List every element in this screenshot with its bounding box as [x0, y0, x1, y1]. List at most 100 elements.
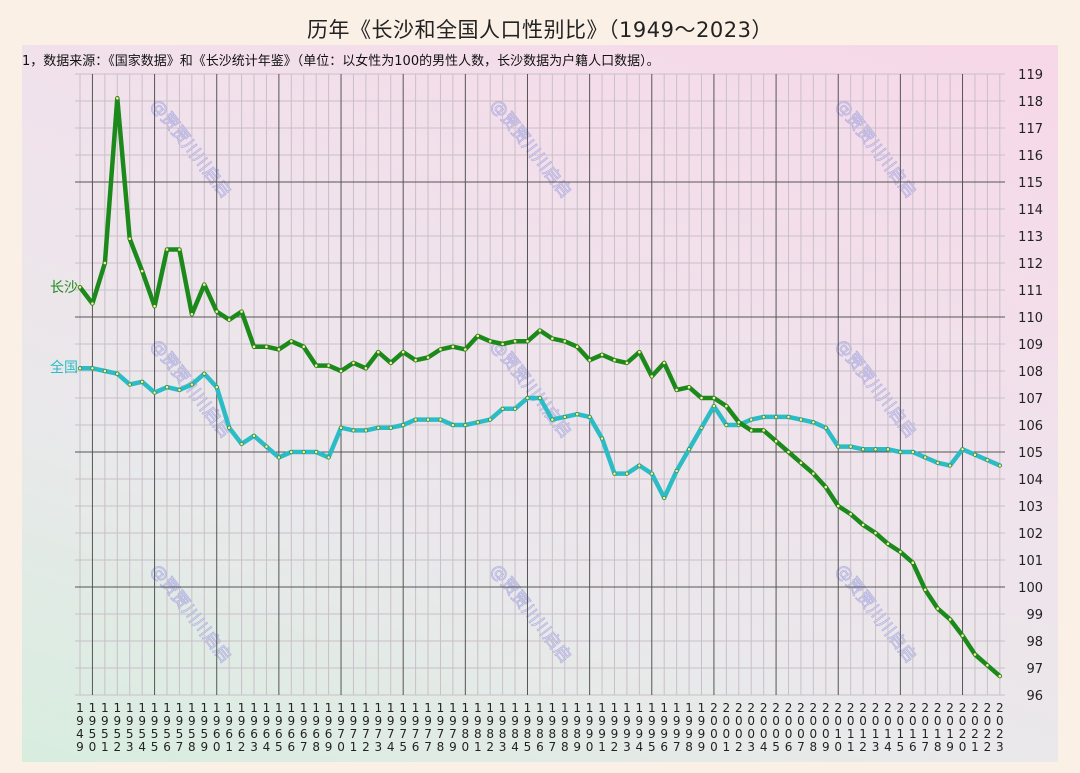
data-point: [301, 450, 306, 454]
data-point: [78, 366, 82, 371]
data-point: [326, 363, 331, 368]
y-axis-labels: 96 97 98 99 100 101 102 103 104 105 106 107 108 109 11…: [1018, 68, 1043, 704]
data-point: [848, 512, 853, 517]
watermark-layer: @贾贾川川启启 @贾贾川川启启 @贾贾川川启启@贾贾川川启启 @贾贾川川启启 @贾贾川川…: [146, 95, 921, 667]
data-point: [935, 460, 940, 465]
data-point: [550, 417, 555, 422]
data-point: [674, 387, 679, 392]
data-source-note: 1，数据来源：《国家数据》和《长沙统计年鉴》（单位：以女性为100的男性人数，长…: [22, 54, 660, 69]
data-point: [736, 420, 741, 425]
y-tick-label: 97: [1026, 662, 1043, 677]
data-point: [525, 396, 530, 400]
y-tick-label: 101: [1018, 554, 1043, 569]
data-point: [873, 447, 878, 452]
data-point: [687, 385, 691, 390]
data-point: [388, 360, 393, 365]
data-point: [314, 363, 319, 368]
data-point: [948, 463, 953, 468]
data-point: [289, 450, 294, 454]
data-point: [363, 428, 368, 433]
data-point: [662, 360, 667, 365]
data-point: [960, 447, 965, 452]
data-point: [438, 347, 443, 352]
data-point: [637, 350, 642, 355]
y-tick-label: 100: [1018, 581, 1043, 596]
data-point: [227, 317, 232, 322]
data-point: [724, 423, 729, 427]
data-point: [712, 396, 716, 400]
data-point: [600, 352, 604, 357]
series-label-national: 全国: [50, 360, 78, 376]
data-point: [413, 358, 418, 363]
data-point: [973, 452, 977, 457]
data-point: [202, 371, 207, 376]
data-point: [799, 460, 803, 465]
data-point: [115, 371, 120, 376]
data-point: [301, 344, 306, 349]
data-point: [102, 261, 107, 265]
data-point: [102, 369, 107, 373]
y-tick-label: 118: [1018, 95, 1043, 110]
data-point: [948, 617, 953, 622]
series-national-line: [77, 366, 1003, 501]
series-changsha-line: [77, 96, 1003, 679]
data-point: [662, 495, 667, 500]
data-point: [165, 385, 169, 390]
y-tick-label: 109: [1018, 338, 1043, 353]
y-tick-label: 98: [1026, 635, 1043, 650]
watermark-text: @贾贾川川启启: [486, 96, 575, 202]
data-point: [587, 414, 592, 419]
y-tick-label: 114: [1018, 203, 1043, 218]
data-point: [189, 312, 194, 317]
data-point: [165, 247, 169, 252]
data-point: [861, 523, 865, 527]
data-point: [873, 531, 878, 535]
data-point: [488, 417, 493, 422]
data-point: [612, 471, 617, 476]
data-point: [836, 504, 841, 508]
data-point: [214, 385, 219, 390]
y-tick-label: 116: [1018, 149, 1043, 164]
data-point: [239, 441, 244, 446]
x-axis-labels: 1 9 4 9 1 9 5 0 1 9 5 1 1 9 5 2 1 9 5 3 1 9 5 4 1 9 5 5 1 9 5 6 1 9 5 7 1 9 5 8…: [76, 701, 1003, 754]
data-point: [500, 342, 505, 346]
data-point: [600, 436, 604, 441]
data-point: [177, 247, 182, 252]
data-point: [252, 433, 256, 438]
data-point: [363, 366, 368, 371]
data-point: [749, 417, 754, 422]
data-point: [214, 309, 219, 314]
data-point: [823, 425, 828, 430]
data-point: [699, 425, 704, 430]
data-point: [78, 285, 82, 290]
data-point: [973, 652, 977, 657]
data-point: [513, 406, 517, 411]
y-tick-label: 103: [1018, 500, 1043, 515]
